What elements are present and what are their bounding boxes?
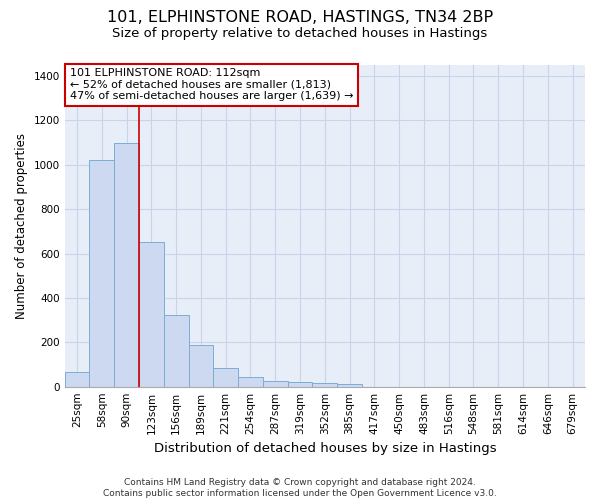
Bar (287, 382, 313, 386)
Bar (188, 344, 214, 387)
Y-axis label: Number of detached properties: Number of detached properties (15, 133, 28, 319)
Bar (139, 242, 164, 386)
Bar (238, 376, 263, 386)
Text: Contains HM Land Registry data © Crown copyright and database right 2024.
Contai: Contains HM Land Registry data © Crown c… (103, 478, 497, 498)
Bar (164, 314, 188, 386)
Bar (114, 142, 139, 386)
Bar (337, 384, 362, 386)
Bar (65, 372, 89, 386)
X-axis label: Distribution of detached houses by size in Hastings: Distribution of detached houses by size … (154, 442, 496, 455)
Text: 101, ELPHINSTONE ROAD, HASTINGS, TN34 2BP: 101, ELPHINSTONE ROAD, HASTINGS, TN34 2B… (107, 10, 493, 25)
Bar (89, 160, 114, 386)
Bar (263, 381, 287, 386)
Bar (214, 368, 238, 386)
Bar (313, 384, 337, 386)
Text: Size of property relative to detached houses in Hastings: Size of property relative to detached ho… (112, 28, 488, 40)
Text: 101 ELPHINSTONE ROAD: 112sqm
← 52% of detached houses are smaller (1,813)
47% of: 101 ELPHINSTONE ROAD: 112sqm ← 52% of de… (70, 68, 353, 102)
